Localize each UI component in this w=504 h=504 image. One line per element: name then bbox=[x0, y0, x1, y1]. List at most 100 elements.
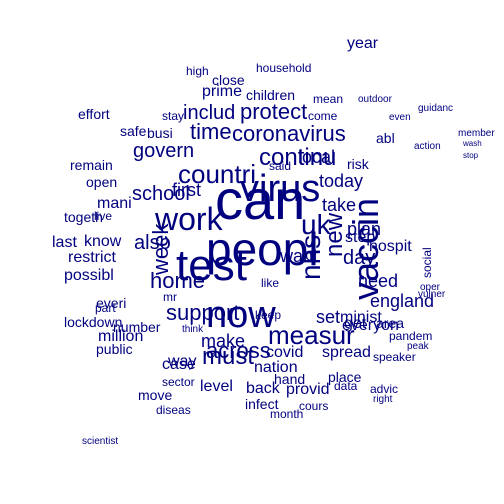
cloud-word: now bbox=[206, 294, 276, 336]
cloud-word: local bbox=[298, 147, 336, 167]
cloud-word: also bbox=[134, 232, 171, 254]
cloud-word: provid bbox=[286, 381, 330, 398]
cloud-word: lockdown bbox=[64, 314, 123, 330]
cloud-word: safe bbox=[120, 123, 147, 139]
cloud-word: number bbox=[113, 319, 161, 335]
cloud-word: busi bbox=[147, 125, 173, 141]
cloud-word: take bbox=[322, 195, 357, 215]
cloud-word: million bbox=[98, 328, 144, 345]
cloud-word: close bbox=[212, 72, 245, 88]
cloud-word: household bbox=[256, 61, 312, 75]
cloud-word: even bbox=[389, 112, 411, 123]
cloud-word: need bbox=[358, 271, 399, 291]
cloud-word: want bbox=[280, 246, 319, 266]
cloud-word: must bbox=[202, 343, 255, 370]
cloud-word: can bbox=[215, 168, 306, 231]
cloud-word: hand bbox=[274, 371, 306, 387]
cloud-word: plan bbox=[347, 219, 382, 239]
cloud-word: possibl bbox=[64, 267, 114, 284]
cloud-word: measur bbox=[268, 320, 355, 350]
cloud-word: mean bbox=[313, 92, 344, 106]
cloud-word: abl bbox=[376, 130, 395, 146]
cloud-word: place bbox=[328, 369, 362, 385]
cloud-word: sector bbox=[162, 375, 195, 389]
cloud-word: england bbox=[370, 291, 435, 311]
cloud-word: across bbox=[206, 338, 271, 363]
cloud-word: spread bbox=[322, 344, 371, 361]
cloud-word: social bbox=[420, 247, 434, 278]
cloud-word: way bbox=[168, 353, 197, 370]
cloud-word: back bbox=[246, 380, 280, 397]
cloud-word: last bbox=[52, 234, 77, 251]
cloud-word: set bbox=[316, 307, 341, 327]
cloud-word: stop bbox=[463, 151, 479, 160]
cloud-word: advic bbox=[370, 382, 399, 396]
cloud-word: diseas bbox=[156, 403, 191, 417]
cloud-word: covid bbox=[266, 344, 304, 361]
cloud-word: minist bbox=[340, 309, 382, 326]
cloud-word: includ bbox=[183, 102, 236, 124]
cloud-word: mr bbox=[163, 290, 177, 304]
cloud-word: virus bbox=[240, 168, 321, 210]
cloud-word: case bbox=[162, 356, 196, 373]
cloud-word: govern bbox=[133, 140, 195, 162]
cloud-word: support bbox=[166, 300, 240, 325]
cloud-word: scientist bbox=[82, 436, 119, 447]
cloud-word: month bbox=[270, 407, 304, 421]
cloud-word: countri bbox=[178, 159, 257, 189]
cloud-word: open bbox=[86, 174, 118, 190]
cloud-word: test bbox=[176, 241, 247, 290]
cloud-word: public bbox=[96, 341, 133, 357]
cloud-word: get bbox=[344, 315, 367, 332]
cloud-word: outdoor bbox=[358, 94, 392, 105]
cloud-word: cours bbox=[299, 399, 329, 413]
cloud-word: stay bbox=[162, 109, 185, 123]
cloud-word: pandem bbox=[389, 329, 433, 343]
cloud-word: right bbox=[373, 394, 393, 405]
cloud-word: said bbox=[269, 159, 292, 173]
cloud-word: wash bbox=[463, 139, 482, 148]
cloud-word: vulner bbox=[418, 289, 446, 300]
cloud-word: oper bbox=[420, 282, 441, 293]
cloud-word: day bbox=[343, 247, 376, 269]
cloud-word: hospit bbox=[369, 238, 412, 255]
cloud-word: time bbox=[190, 119, 232, 144]
cloud-word: year bbox=[347, 35, 379, 52]
cloud-word: live bbox=[94, 209, 113, 223]
cloud-word: prime bbox=[202, 83, 243, 100]
cloud-word: think bbox=[182, 324, 204, 335]
cloud-word: remain bbox=[70, 157, 113, 173]
cloud-word: step bbox=[345, 229, 376, 246]
cloud-word: risk bbox=[347, 156, 369, 172]
cloud-word: high bbox=[186, 64, 209, 78]
cloud-word: keep bbox=[255, 308, 282, 322]
cloud-word: level bbox=[200, 378, 233, 395]
cloud-word: coronavirus bbox=[232, 121, 346, 146]
cloud-word: infect bbox=[245, 396, 279, 412]
cloud-word: restrict bbox=[68, 249, 116, 266]
cloud-word: uk bbox=[301, 209, 331, 240]
cloud-word: data bbox=[334, 379, 358, 393]
cloud-word: children bbox=[246, 87, 296, 103]
cloud-word: come bbox=[308, 109, 338, 123]
cloud-word: home bbox=[150, 268, 206, 293]
cloud-word: nation bbox=[254, 359, 298, 376]
cloud-word: guidanc bbox=[418, 103, 454, 114]
cloud-word: like bbox=[261, 276, 280, 290]
cloud-word: move bbox=[138, 387, 173, 403]
cloud-word: make bbox=[201, 331, 246, 351]
cloud-word: first bbox=[172, 180, 201, 200]
cloud-word: speaker bbox=[373, 350, 416, 364]
cloud-word: peopl bbox=[206, 223, 319, 275]
cloud-word: everi bbox=[96, 295, 127, 311]
cloud-word: action bbox=[414, 141, 441, 152]
cloud-word: continu bbox=[259, 144, 337, 171]
cloud-word: area bbox=[376, 315, 405, 331]
cloud-word: member bbox=[458, 128, 495, 139]
cloud-word: mani bbox=[97, 195, 132, 212]
cloud-word: school bbox=[132, 183, 190, 205]
cloud-word: work bbox=[155, 201, 223, 237]
cloud-word: part bbox=[95, 301, 116, 315]
cloud-word: protect bbox=[240, 99, 308, 124]
